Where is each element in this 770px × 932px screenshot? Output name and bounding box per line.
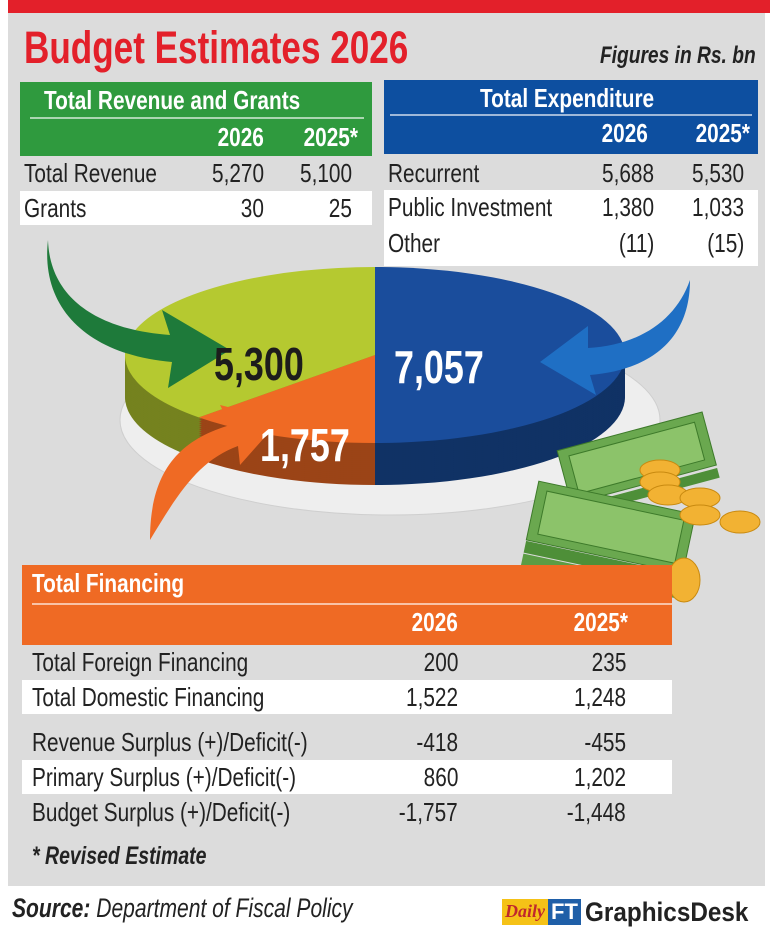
source-text: Department of Fiscal Policy [90,893,353,923]
revenue-table-title: Total Revenue and Grants [44,85,301,115]
revenue-year-2025: 2025* [303,122,358,152]
row-label: Budget Surplus (+)/Deficit(-) [32,797,291,827]
value-2025: 1,202 [573,762,626,792]
value-2026: 5,688 [601,158,654,188]
row-label: Total Foreign Financing [32,647,249,677]
expenditure-table-title: Total Expenditure [480,83,655,113]
top-red-bar [8,0,770,13]
value-2025: 5,100 [299,158,352,188]
row-label: Other [388,228,441,258]
expenditure-table-header: Total Expenditure 2026 2025* [384,80,758,154]
value-2025: 1,033 [691,192,744,222]
header-rule [32,603,672,605]
value-2025: -455 [584,727,626,757]
value-2025: 25 [328,193,352,223]
table-row: Total Foreign Financing 200 235 [22,645,672,679]
row-label: Public Investment [388,192,553,222]
slice-label-deficit: 1,757 [260,419,350,471]
logo-ft: FT [548,899,581,925]
value-2026: 1,522 [405,682,458,712]
expenditure-year-2025: 2025* [695,118,750,148]
row-label: Primary Surplus (+)/Deficit(-) [32,762,297,792]
value-2025: (15) [707,228,744,258]
revenue-year-2026: 2026 [217,122,264,152]
orange-arrow-icon [150,405,280,540]
units-note: Figures in Rs. bn [600,42,756,69]
table-row: Total Revenue 5,270 5,100 [20,156,372,190]
table-row: Public Investment 1,380 1,033 [384,190,758,266]
row-label: Revenue Surplus (+)/Deficit(-) [32,727,308,757]
financing-year-2025: 2025* [573,607,628,637]
value-2025: 5,530 [691,158,744,188]
revised-estimate-note: * Revised Estimate [32,842,207,870]
header-rule [30,117,364,119]
pie-slice [375,267,625,443]
row-label: Total Domestic Financing [32,682,265,712]
value-2026: 200 [423,647,458,677]
value-2026: 1,380 [601,192,654,222]
source-line: Source: Department of Fiscal Policy [12,893,353,924]
value-2026: 5,270 [211,158,264,188]
blue-arrow-icon [540,280,690,395]
value-2025: -1,448 [567,797,626,827]
table-row: Total Domestic Financing 1,522 1,248 [22,680,672,714]
table-row: Budget Surplus (+)/Deficit(-) -1,757 -1,… [22,795,672,829]
table-row: Recurrent 5,688 5,530 [384,156,758,190]
source-label: Source: [12,893,91,923]
table-row: Revenue Surplus (+)/Deficit(-) -418 -455 [22,725,672,759]
expenditure-year-2026: 2026 [601,118,648,148]
financing-year-2026: 2026 [411,607,458,637]
dailyft-graphicsdesk-logo: Daily FT GraphicsDesk [502,896,766,927]
header-rule [390,114,752,116]
financing-table-header: Total Financing 2026 2025* [22,565,672,645]
value-2025: 235 [591,647,626,677]
slice-label-expenditure: 7,057 [394,341,484,393]
logo-daily: Daily [502,899,548,925]
value-2026: -418 [416,727,458,757]
value-2026: (11) [618,228,654,258]
value-2026: 860 [423,762,458,792]
table-row: Primary Surplus (+)/Deficit(-) 860 1,202 [22,760,672,794]
row-label: Total Revenue [24,158,157,188]
value-2025: 1,248 [573,682,626,712]
value-2026: -1,757 [399,797,458,827]
logo-graphicsdesk: GraphicsDesk [584,896,749,927]
revenue-table-header: Total Revenue and Grants 2026 2025* [20,82,372,156]
row-label: Grants [24,193,87,223]
slice-label-revenue: 5,300 [214,338,304,390]
page-title: Budget Estimates 2026 [24,22,409,73]
financing-table-title: Total Financing [32,568,185,598]
table-row: Grants 30 25 [20,191,372,225]
value-2026: 30 [240,193,264,223]
row-label: Recurrent [388,158,480,188]
pie-slice [125,267,375,418]
table-row: Other (11) (15) [384,226,758,260]
green-arrow-icon [47,240,230,388]
